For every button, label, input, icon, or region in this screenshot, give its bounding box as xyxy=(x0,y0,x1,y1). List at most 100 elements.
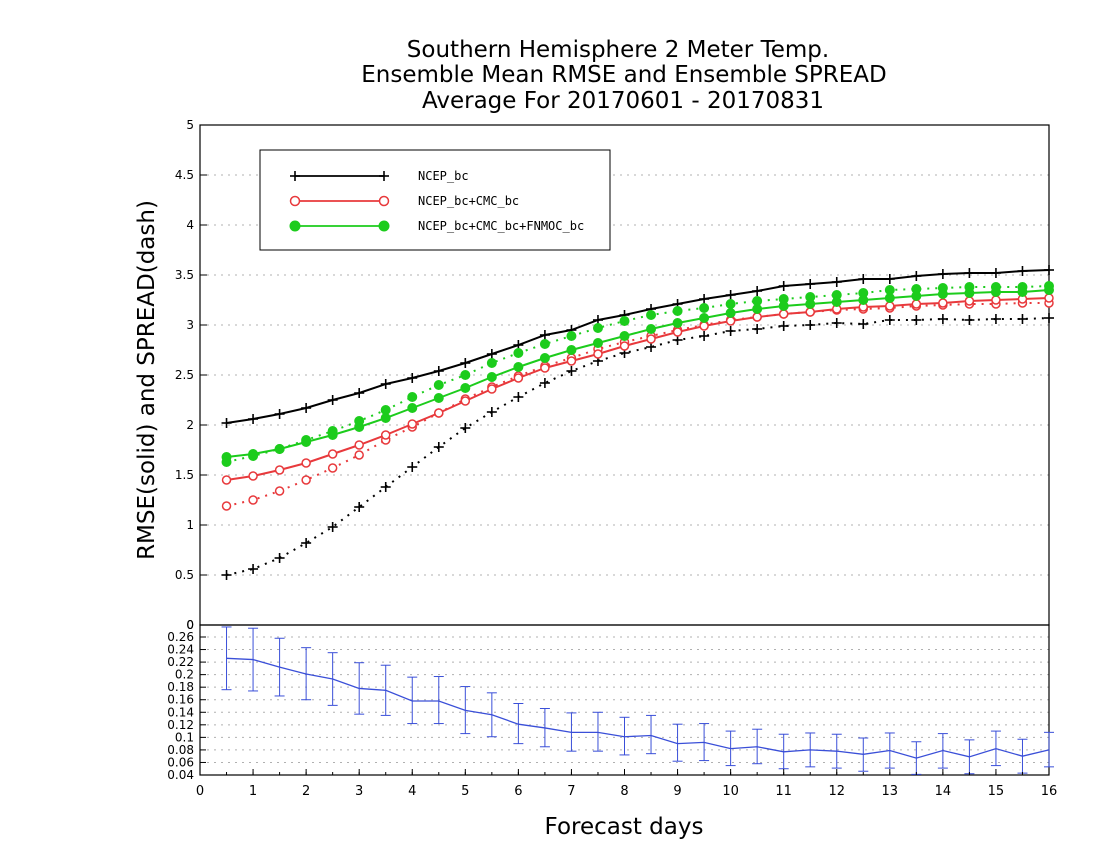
x-tick-label: 8 xyxy=(620,784,628,799)
data-point-filled-circle xyxy=(699,313,710,323)
difference-plot-panel: 00.260.240.220.20.180.160.140.120.10.080… xyxy=(167,618,1054,782)
data-point-open-circle xyxy=(805,307,815,317)
chart-title-line-3: Average For 20170601 - 20170831 xyxy=(422,88,824,114)
error-bar xyxy=(911,741,922,775)
data-point-filled-circle xyxy=(1017,287,1028,297)
data-point-open-circle xyxy=(354,450,364,460)
y-tick-label: 3 xyxy=(186,318,194,332)
data-point-filled-circle xyxy=(672,306,683,316)
data-point-filled-circle xyxy=(566,345,577,355)
data-point-plus xyxy=(354,502,365,512)
data-point-plus xyxy=(937,314,948,324)
data-point-filled-circle xyxy=(725,299,736,309)
error-bar xyxy=(699,723,710,762)
legend-label: NCEP_bc+CMC_bc xyxy=(418,194,519,208)
data-point-open-circle xyxy=(593,349,603,359)
data-point-open-circle xyxy=(301,475,311,485)
data-point-plus xyxy=(725,290,736,300)
x-tick-label: 5 xyxy=(461,784,469,799)
data-point-filled-circle xyxy=(858,295,869,305)
data-point-filled-circle xyxy=(460,370,471,380)
error-bar xyxy=(858,737,869,772)
data-point-plus xyxy=(513,392,524,402)
data-point-open-circle xyxy=(460,396,471,406)
data-point-plus xyxy=(539,330,550,340)
data-point-plus xyxy=(566,366,577,376)
data-point-plus xyxy=(486,407,497,417)
data-point-plus xyxy=(327,522,338,532)
data-point-open-circle xyxy=(619,341,630,351)
error-bar xyxy=(778,733,789,770)
error-bar xyxy=(407,676,418,725)
data-point-plus xyxy=(725,326,736,336)
error-bar xyxy=(513,702,524,745)
data-point-filled-circle xyxy=(566,331,577,341)
x-axis: 0 1 2 3 4 5 6 7 8 9 10 11 12 13 14 15 16 xyxy=(196,769,1057,799)
data-point-plus xyxy=(433,442,444,452)
data-point-plus xyxy=(221,570,232,580)
data-point-filled-circle xyxy=(539,339,550,349)
chart-title: Southern Hemisphere 2 Meter Temp. Ensemb… xyxy=(361,37,886,114)
data-point-filled-circle xyxy=(805,299,816,309)
data-point-filled-circle xyxy=(433,393,444,403)
data-point-plus xyxy=(831,277,842,287)
data-point-filled-circle xyxy=(248,449,259,459)
x-tick-label: 14 xyxy=(935,784,952,799)
data-point-plus xyxy=(752,324,763,334)
data-point-filled-circle xyxy=(433,380,444,390)
data-point-filled-circle xyxy=(592,323,603,333)
x-tick-label: 12 xyxy=(828,784,845,799)
y-tick-label: 3.5 xyxy=(175,268,194,282)
x-tick-label: 15 xyxy=(988,784,1005,799)
data-point-plus xyxy=(937,269,948,279)
error-bar xyxy=(539,708,550,748)
x-tick-label: 4 xyxy=(408,784,416,799)
data-point-plus xyxy=(327,395,338,405)
y-tick-label: 1 xyxy=(186,518,194,532)
data-point-filled-circle xyxy=(380,413,391,423)
data-point-filled-circle xyxy=(274,444,285,454)
diff-tick-label: 0.04 xyxy=(167,768,194,782)
x-tick-label: 3 xyxy=(355,784,363,799)
data-point-filled-circle xyxy=(513,362,524,372)
x-tick-label: 16 xyxy=(1041,784,1058,799)
diff-tick-label: 0.26 xyxy=(167,630,194,644)
error-bar xyxy=(672,723,683,762)
diff-tick-label: 0.06 xyxy=(167,755,194,769)
data-point-open-circle xyxy=(327,463,338,473)
diff-tick-label: 0 xyxy=(186,618,194,632)
data-point-plus xyxy=(805,279,816,289)
series-rmse-line xyxy=(226,269,1050,424)
data-point-open-circle xyxy=(672,327,683,337)
data-point-open-circle xyxy=(725,316,736,326)
diff-tick-label: 0.16 xyxy=(167,693,194,707)
legend-marker-open-circle xyxy=(378,195,390,207)
error-bar xyxy=(725,730,736,767)
data-point-plus xyxy=(274,553,285,563)
data-point-plus xyxy=(699,331,710,341)
data-point-plus xyxy=(831,318,842,328)
legend-marker-open-circle xyxy=(289,195,301,207)
data-point-open-circle xyxy=(699,321,709,331)
x-tick-label: 2 xyxy=(302,784,310,799)
data-point-open-circle xyxy=(752,312,762,322)
data-point-open-circle xyxy=(566,356,577,366)
data-point-plus xyxy=(486,349,497,359)
error-bar xyxy=(592,711,603,752)
data-point-open-circle xyxy=(380,430,391,440)
data-point-plus xyxy=(460,358,471,368)
diff-line xyxy=(226,657,1050,759)
data-point-filled-circle xyxy=(301,437,312,447)
data-point-plus xyxy=(699,294,710,304)
data-point-plus xyxy=(805,320,816,330)
data-point-plus xyxy=(539,378,550,388)
data-point-filled-circle xyxy=(964,288,975,298)
legend-box xyxy=(259,149,611,251)
diff-tick-label: 0.2 xyxy=(175,668,194,682)
series-spread-line xyxy=(226,317,1050,576)
data-point-plus xyxy=(248,564,259,574)
diff-tick-label: 0.14 xyxy=(167,705,194,719)
error-bar xyxy=(831,733,842,769)
error-bar xyxy=(566,712,577,752)
data-point-filled-circle xyxy=(911,291,922,301)
